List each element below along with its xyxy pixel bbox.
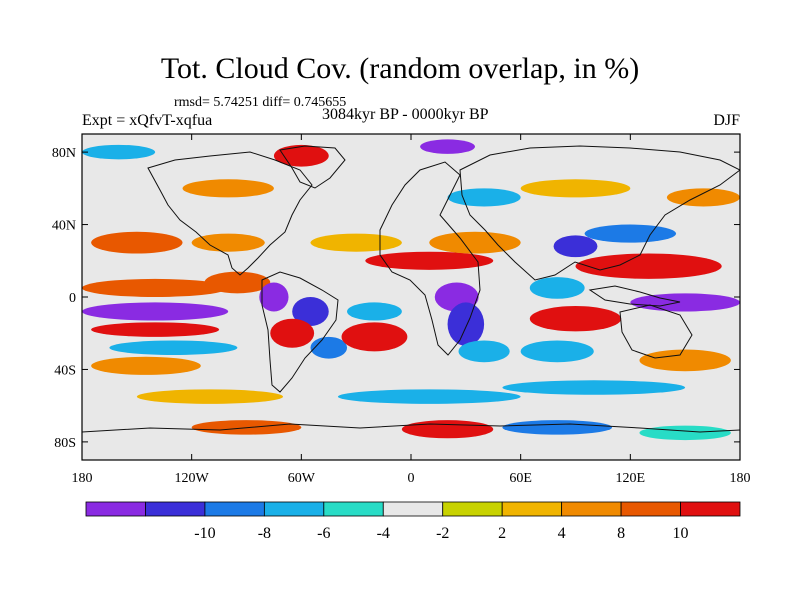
colorbar-label: 8 bbox=[617, 525, 625, 542]
anomaly-region-38 bbox=[520, 179, 631, 198]
colorbar-label: -2 bbox=[436, 525, 449, 542]
colorbar-label: -4 bbox=[377, 525, 390, 542]
anomaly-region-34 bbox=[639, 425, 731, 441]
experiment-label: Expt = xQfvT-xqfua bbox=[82, 112, 213, 129]
anomaly-region-39 bbox=[182, 179, 274, 198]
anomaly-region-41 bbox=[666, 188, 740, 207]
period-label: 3084kyr BP - 0000kyr BP bbox=[322, 106, 489, 123]
colorbar-swatch bbox=[323, 501, 384, 517]
colorbar-swatch bbox=[145, 501, 206, 517]
anomaly-region-9 bbox=[91, 356, 201, 375]
plot-title: Tot. Cloud Cov. (random overlap, in %) bbox=[160, 52, 640, 85]
colorbar-label: -6 bbox=[317, 525, 330, 542]
anomaly-region-37 bbox=[82, 144, 156, 160]
anomaly-region-11 bbox=[347, 302, 402, 321]
asia-coast bbox=[459, 145, 740, 281]
anomaly-region-4 bbox=[292, 297, 329, 326]
colorbar-swatch bbox=[620, 501, 681, 517]
europe-africa-coast bbox=[379, 161, 481, 356]
anomaly-region-2 bbox=[204, 271, 271, 294]
lat-tick-label: 0 bbox=[69, 291, 76, 306]
anomaly-region-24 bbox=[529, 306, 622, 332]
lat-tick-label: 80N bbox=[52, 146, 76, 161]
colorbar-swatch bbox=[263, 501, 325, 517]
anomaly-region-10 bbox=[341, 322, 408, 352]
colorbar-label: -10 bbox=[194, 525, 215, 542]
lat-tick-label: 40S bbox=[54, 363, 76, 378]
anomaly-region-21 bbox=[584, 224, 677, 243]
anomaly-region-40 bbox=[447, 188, 521, 207]
anomaly-region-27 bbox=[529, 277, 585, 299]
lon-tick-label: 180 bbox=[730, 471, 751, 486]
australia-coast bbox=[619, 304, 693, 359]
greenland-coast bbox=[279, 145, 346, 189]
anomaly-region-8 bbox=[109, 340, 238, 355]
anomaly-region-25 bbox=[520, 340, 594, 363]
lon-tick-label: 60W bbox=[288, 471, 316, 486]
anomaly-region-32 bbox=[502, 420, 613, 435]
anomaly-region-31 bbox=[401, 420, 494, 439]
colorbar-label: 4 bbox=[558, 525, 566, 542]
anomaly-region-5 bbox=[270, 318, 315, 348]
anomaly-region-26 bbox=[639, 349, 731, 372]
anomaly-region-1 bbox=[82, 302, 229, 321]
anomaly-region-19 bbox=[191, 233, 265, 252]
anomaly-region-30 bbox=[502, 380, 686, 395]
lon-tick-label: 0 bbox=[408, 471, 415, 486]
anomaly-region-29 bbox=[136, 389, 284, 404]
indonesia-coast bbox=[588, 285, 681, 307]
lon-tick-label: 180 bbox=[72, 471, 93, 486]
anomaly-region-28 bbox=[337, 389, 521, 404]
anomaly-region-3 bbox=[259, 282, 289, 312]
latitude-ticks: 80N 40N 0 40S 80S bbox=[52, 146, 740, 451]
colorbar-swatch bbox=[561, 501, 622, 517]
colorbar-label: 10 bbox=[673, 525, 689, 542]
north-america-coast bbox=[147, 151, 313, 276]
colorbar-swatch bbox=[382, 501, 444, 517]
anomaly-region-15 bbox=[365, 251, 494, 270]
coastlines bbox=[82, 145, 740, 433]
anomaly-region-16 bbox=[429, 231, 521, 254]
anomaly-region-13 bbox=[447, 302, 485, 346]
anomaly-region-6 bbox=[310, 336, 348, 359]
colorbar-swatch bbox=[501, 501, 563, 517]
anomaly-region-7 bbox=[91, 322, 220, 337]
anomaly-region-0 bbox=[82, 278, 229, 298]
map-panel: 80N 40N 0 40S 80S 180 120W 60W 0 60E 120E 180 bbox=[52, 133, 751, 486]
season-label: DJF bbox=[713, 112, 740, 129]
stats-label: rmsd= 5.74251 diff= 0.745655 bbox=[174, 95, 347, 110]
anomaly-layer bbox=[82, 139, 740, 441]
south-america-coast bbox=[261, 271, 339, 393]
colorbar-label: 2 bbox=[498, 525, 506, 542]
anomaly-region-17 bbox=[310, 233, 402, 252]
anomaly-region-22 bbox=[553, 235, 598, 258]
colorbar-swatch bbox=[204, 501, 265, 517]
anomaly-region-14 bbox=[458, 340, 510, 363]
anomaly-region-23 bbox=[630, 293, 740, 312]
lon-tick-label: 120W bbox=[175, 471, 210, 486]
lat-tick-label: 80S bbox=[54, 436, 76, 451]
colorbar-swatch bbox=[442, 501, 503, 517]
colorbar-label: -8 bbox=[258, 525, 271, 542]
anomaly-region-36 bbox=[420, 139, 475, 154]
lon-tick-label: 60E bbox=[509, 471, 532, 486]
colorbar-swatch bbox=[85, 501, 146, 517]
lat-tick-label: 40N bbox=[52, 219, 76, 234]
colorbar-swatch bbox=[680, 501, 741, 517]
anomaly-region-18 bbox=[91, 231, 183, 254]
anomaly-region-20 bbox=[575, 253, 722, 279]
lon-tick-label: 120E bbox=[616, 471, 646, 486]
colorbar: -10 -8 -6 -4 -2 2 4 8 10 bbox=[85, 501, 741, 542]
longitude-ticks: 180 120W 60W 0 60E 120E 180 bbox=[72, 134, 751, 486]
antarctica-coast bbox=[82, 423, 740, 433]
